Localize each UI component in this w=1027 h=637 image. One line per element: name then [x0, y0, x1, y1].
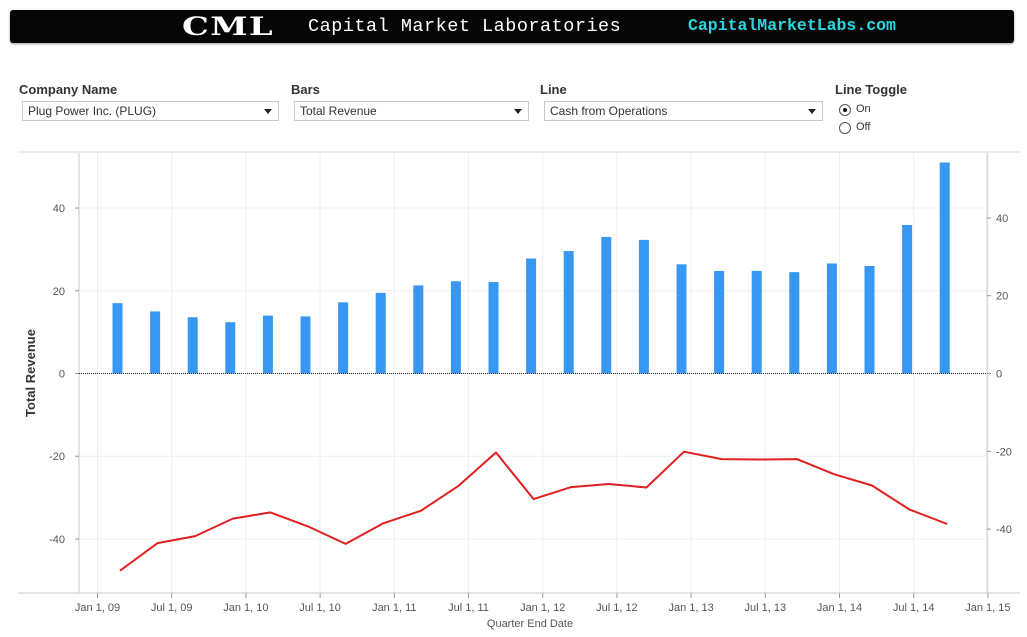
x-tick-label: Jan 1, 14	[817, 602, 862, 614]
revenue-bar	[187, 317, 198, 374]
revenue-bar	[450, 281, 461, 374]
line-toggle-label: Line Toggle	[835, 82, 907, 97]
chevron-down-icon	[514, 109, 522, 114]
x-tick-label: Jan 1, 11	[372, 602, 416, 614]
x-tick-label: Jul 1, 13	[745, 602, 787, 614]
x-tick-label: Jul 1, 10	[299, 602, 341, 614]
revenue-bar	[826, 263, 837, 374]
company-filter-label: Company Name	[19, 82, 118, 97]
x-tick-label: Jan 1, 12	[520, 602, 565, 614]
y-axis-title: Total Revenue	[23, 329, 38, 417]
revenue-bar	[262, 315, 273, 374]
revenue-bar	[789, 272, 800, 374]
revenue-bar	[150, 311, 161, 374]
revenue-bar	[563, 251, 574, 374]
x-tick-label: Jul 1, 14	[893, 602, 935, 614]
revenue-bar	[375, 292, 386, 374]
bars-dropdown-value: Total Revenue	[300, 104, 377, 118]
line-dropdown[interactable]: Cash from Operations	[544, 101, 823, 121]
y-tick-label-left: 0	[59, 369, 65, 381]
y-tick-label-right: 40	[996, 213, 1008, 225]
revenue-bar	[714, 270, 725, 374]
x-tick-label: Jul 1, 12	[596, 602, 638, 614]
revenue-bar	[112, 303, 123, 374]
x-tick-label: Jan 1, 10	[223, 602, 268, 614]
banner-company-name: Capital Market Laboratories	[308, 16, 622, 37]
revenue-bar	[751, 270, 762, 374]
revenue-bar	[488, 282, 499, 374]
x-axis-title: Quarter End Date	[487, 618, 573, 630]
radio-selected-icon[interactable]	[839, 104, 851, 116]
revenue-bar	[638, 239, 649, 374]
x-tick-label: Jan 1, 15	[965, 602, 1010, 614]
line-toggle-on-label: On	[856, 103, 871, 115]
y-tick-label-right: -40	[996, 524, 1012, 536]
revenue-bar	[902, 224, 913, 374]
y-tick-label-left: -20	[49, 451, 65, 463]
company-dropdown-value: Plug Power Inc. (PLUG)	[28, 104, 157, 118]
revenue-bar	[225, 322, 236, 374]
chevron-down-icon	[808, 109, 816, 114]
x-tick-label: Jul 1, 11	[448, 602, 489, 614]
revenue-bar	[413, 285, 424, 374]
cash-from-operations-line	[119, 450, 948, 572]
y-tick-label-right: -20	[996, 446, 1012, 458]
radio-unselected-icon[interactable]	[839, 122, 851, 134]
revenue-bar	[300, 316, 311, 374]
revenue-bar	[526, 258, 537, 374]
bars-filter-label: Bars	[291, 82, 320, 97]
cml-logo: CML	[182, 12, 275, 41]
y-tick-label-left: 20	[53, 286, 65, 298]
y-tick-label-right: 20	[996, 291, 1008, 303]
revenue-bar	[601, 236, 612, 374]
x-tick-label: Jul 1, 09	[151, 602, 193, 614]
line-toggle-off-label: Off	[856, 121, 871, 133]
revenue-cashflow-chart: Jan 1, 09 Jul 1, 09 Jan 1, 10 Jul 1, 10 Jan …	[18, 151, 1020, 630]
y-tick-label-left: -40	[49, 534, 65, 546]
line-dropdown-value: Cash from Operations	[550, 104, 668, 118]
revenue-bar	[338, 302, 349, 374]
banner-site-link[interactable]: CapitalMarketLabs.com	[688, 16, 896, 35]
revenue-bar	[939, 162, 950, 374]
bars-dropdown[interactable]: Total Revenue	[294, 101, 529, 121]
y-tick-label-left: 40	[53, 203, 65, 215]
x-tick-label: Jan 1, 13	[668, 602, 713, 614]
chevron-down-icon	[264, 109, 272, 114]
x-tick-label: Jan 1, 09	[75, 602, 120, 614]
revenue-bar	[864, 265, 875, 374]
app-banner: CML Capital Market Laboratories CapitalM…	[10, 10, 1014, 43]
company-dropdown[interactable]: Plug Power Inc. (PLUG)	[22, 101, 279, 121]
line-filter-label: Line	[540, 82, 567, 97]
revenue-bar	[676, 264, 687, 374]
y-tick-label-right: 0	[996, 369, 1002, 381]
